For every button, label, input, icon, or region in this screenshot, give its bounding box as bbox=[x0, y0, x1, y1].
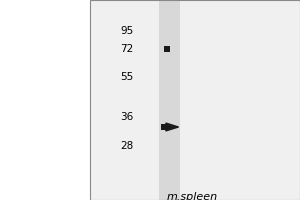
Text: 95: 95 bbox=[120, 26, 134, 36]
Polygon shape bbox=[166, 123, 178, 131]
Bar bbox=[90, 0, 300, 200]
Text: 36: 36 bbox=[120, 112, 134, 122]
Text: 28: 28 bbox=[120, 141, 134, 151]
Bar bbox=[159, 0, 180, 200]
Text: 55: 55 bbox=[120, 72, 134, 82]
Bar bbox=[90, 0, 300, 200]
Text: m.spleen: m.spleen bbox=[167, 192, 218, 200]
Text: 72: 72 bbox=[120, 44, 134, 54]
